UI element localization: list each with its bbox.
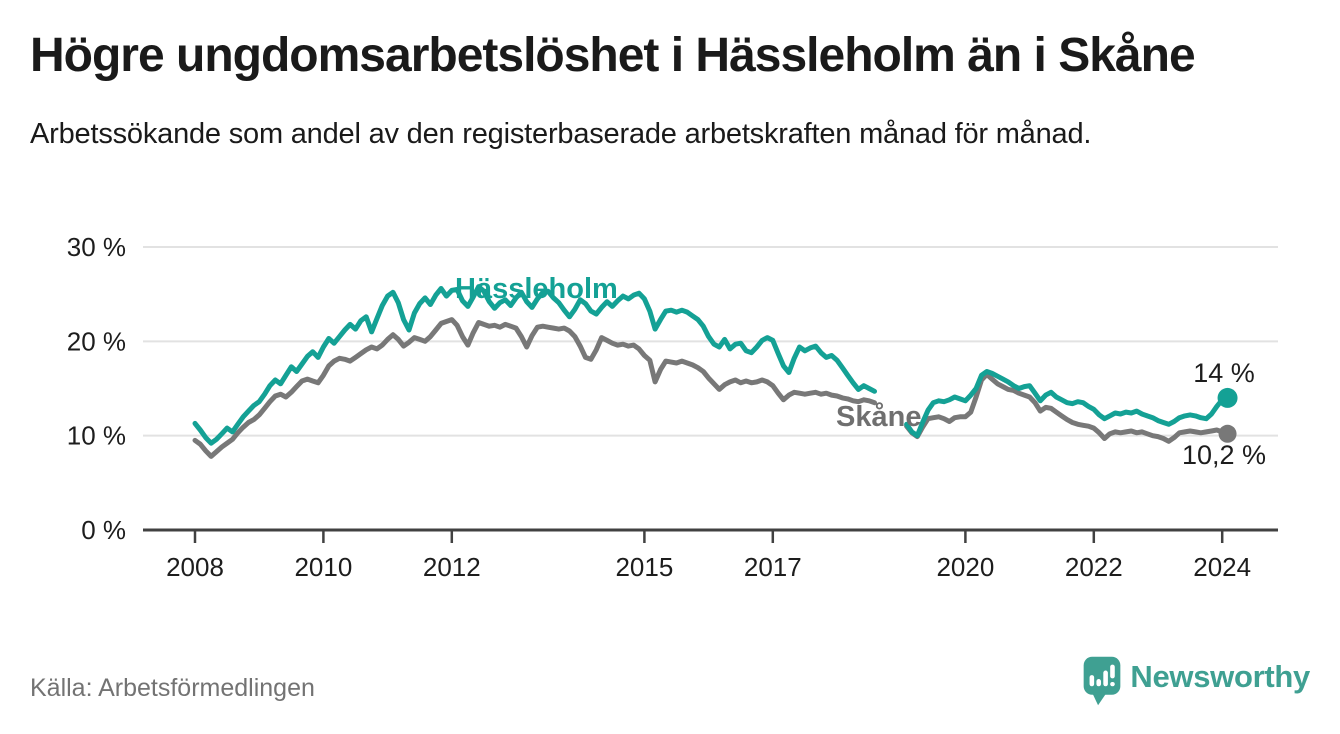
x-tick-label: 2017 — [744, 552, 802, 582]
series-line-skane — [192, 317, 1230, 459]
newsworthy-logo: Newsworthy — [1083, 656, 1310, 706]
series-label-skane: Skåne — [836, 401, 921, 433]
chart-title: Högre ungdomsarbetslöshet i Hässleholm ä… — [30, 29, 1196, 82]
chart-header: Högre ungdomsarbetslöshet i Hässleholm ä… — [30, 0, 1196, 156]
value-label-hassleholm: 14 % — [1193, 358, 1255, 388]
x-tick-label: 2020 — [936, 552, 994, 582]
newsworthy-logo-icon — [1084, 656, 1121, 706]
series-endpoint-skane — [1218, 424, 1237, 443]
newsworthy-wordmark: Newsworthy — [1130, 658, 1310, 694]
y-tick-label: 20 % — [67, 326, 126, 356]
series-label-hassleholm: Hässleholm — [455, 273, 618, 305]
y-tick-label: 10 % — [67, 421, 126, 451]
x-tick-label: 2008 — [166, 552, 224, 582]
x-tick-label: 2015 — [615, 552, 673, 582]
x-tick-label: 2012 — [423, 552, 481, 582]
source-note: Källa: Arbetsförmedlingen — [30, 674, 315, 702]
chart-subtitle: Arbetssökande som andel av den registerb… — [30, 117, 1092, 150]
series-endpoint-hassleholm — [1217, 387, 1238, 408]
x-tick-label: 2022 — [1065, 552, 1123, 582]
value-label-skane: 10,2 % — [1182, 440, 1266, 470]
x-tick-label: 2010 — [294, 552, 352, 582]
y-tick-label: 30 % — [67, 232, 126, 262]
y-tick-label: 0 % — [81, 515, 126, 545]
series-line-hassleholm — [192, 284, 1230, 446]
x-tick-label: 2024 — [1193, 552, 1251, 582]
